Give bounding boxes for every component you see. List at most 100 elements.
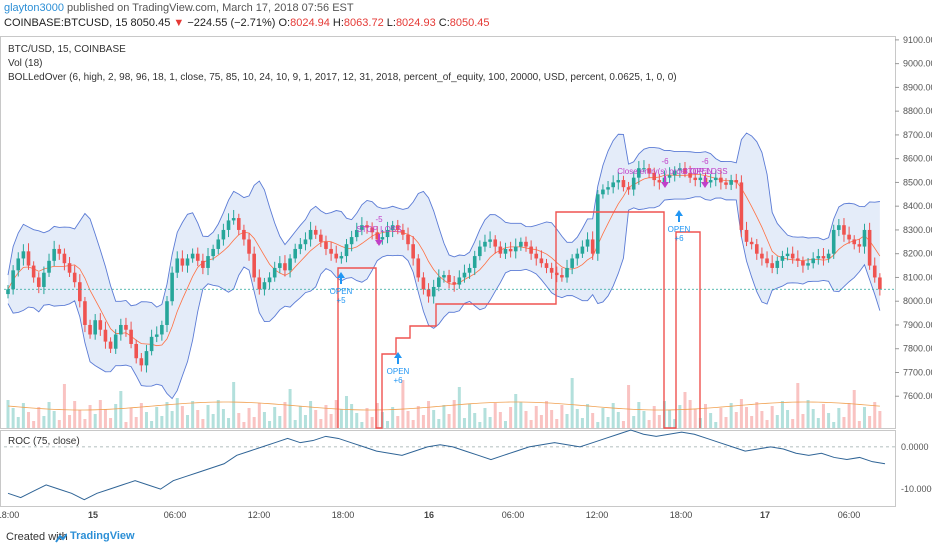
volume-bar xyxy=(832,422,836,428)
volume-bar xyxy=(780,401,784,428)
volume-bar xyxy=(262,412,266,428)
stop-arrow-icon xyxy=(701,176,709,188)
open-arrow-icon xyxy=(394,352,402,364)
volume-ma-line xyxy=(7,401,880,411)
tradingview-logo[interactable]: TradingView xyxy=(70,530,135,542)
candle-body xyxy=(693,177,698,181)
candle-body xyxy=(226,220,231,230)
y-tick-label: 9000.00 xyxy=(903,59,932,69)
roc-tick-label: -10.0000 xyxy=(901,484,932,494)
candle-body xyxy=(816,256,821,259)
volume-bar xyxy=(668,410,672,428)
volume-bar xyxy=(16,417,20,428)
volume-bar xyxy=(257,403,261,428)
volume-bar xyxy=(293,420,297,428)
candle-body xyxy=(329,248,333,254)
volume-bar xyxy=(591,413,595,428)
candle-body xyxy=(313,229,318,235)
bollinger-upper xyxy=(7,132,880,308)
volume-bar xyxy=(98,400,102,428)
volume-bar xyxy=(606,417,610,428)
volume-bar xyxy=(344,396,348,428)
volume-bar xyxy=(355,413,359,428)
volume-bar xyxy=(637,402,641,428)
candle-body xyxy=(852,239,857,245)
candle-body xyxy=(821,256,826,259)
candle-body xyxy=(72,272,77,283)
stop-qty: -5 xyxy=(375,215,383,224)
volume-bar xyxy=(6,400,10,428)
chart-area[interactable]: 9100.00 9000.00 8900.00 8800.00 8700.00 8600.… xyxy=(0,35,932,520)
volume-bar xyxy=(114,404,118,428)
candle-body xyxy=(349,237,354,245)
volume-bar xyxy=(647,420,651,428)
price-pane-border xyxy=(0,36,896,429)
volume-bar xyxy=(529,420,533,428)
volume-bar xyxy=(862,407,866,428)
volume-bar xyxy=(565,414,569,428)
candle-body xyxy=(113,334,118,349)
candle-body xyxy=(52,248,56,261)
roc-pane-border xyxy=(0,430,896,507)
volume-bar xyxy=(278,416,282,428)
candle-body xyxy=(442,275,446,278)
candle-body xyxy=(770,263,774,268)
candle-body xyxy=(175,258,180,273)
candle-body xyxy=(857,244,862,247)
candle-body xyxy=(298,244,303,249)
volume-bar xyxy=(457,387,461,428)
volume-bar xyxy=(88,405,92,428)
volume-bar xyxy=(386,421,390,428)
candle-body xyxy=(754,244,759,254)
candle-body xyxy=(47,260,51,273)
candle-body xyxy=(283,263,287,271)
author-link[interactable]: glayton3000 xyxy=(4,2,64,14)
candle-body xyxy=(16,258,21,271)
stop-qty: -6 xyxy=(701,157,709,166)
candle-body xyxy=(67,263,72,273)
volume-bar xyxy=(488,417,492,428)
candle-body xyxy=(211,248,215,257)
volume-bar xyxy=(611,403,615,428)
candle-body xyxy=(124,324,128,330)
volume-bar xyxy=(401,380,405,428)
candle-body xyxy=(565,267,569,278)
candle-body xyxy=(549,267,554,273)
volume-bar xyxy=(555,419,559,428)
volume-bar xyxy=(319,419,323,428)
candle-body xyxy=(862,229,867,247)
volume-bar xyxy=(852,390,856,428)
candle-body xyxy=(488,239,492,242)
volume-bar xyxy=(570,378,574,428)
volume-bar xyxy=(160,416,164,428)
publish-info: published on TradingView.com, March 17, … xyxy=(67,2,354,14)
stop-qty: -6 xyxy=(661,157,669,166)
candle-body xyxy=(103,329,108,342)
volume-bar xyxy=(150,421,154,428)
volume-bar xyxy=(175,398,179,428)
candle-body xyxy=(872,265,877,278)
candle-body xyxy=(498,246,503,254)
candle-body xyxy=(447,275,451,283)
volume-bar xyxy=(252,417,256,428)
stop-label: Close entry(s) order OPEN xyxy=(617,167,713,176)
volume-bar xyxy=(621,421,625,428)
volume-bar xyxy=(842,417,846,428)
volume-bar xyxy=(811,409,815,428)
volume-bar xyxy=(32,421,36,428)
volume-bar xyxy=(283,402,287,428)
candle-body xyxy=(272,267,277,278)
strategy-equity-line xyxy=(337,211,701,429)
candle-body xyxy=(831,229,836,254)
chart-svg[interactable]: 9100.00 9000.00 8900.00 8800.00 8700.00 8600.… xyxy=(0,35,932,520)
volume-bar xyxy=(144,412,148,428)
x-tick-label: 12:00 xyxy=(586,510,609,520)
open-qty: +6 xyxy=(674,234,684,243)
candle-body xyxy=(796,258,800,261)
volume-bar xyxy=(360,422,364,428)
candle-body xyxy=(472,256,477,268)
candle-body xyxy=(431,286,436,297)
volume-bar xyxy=(473,413,477,428)
volume-bar xyxy=(452,400,456,428)
volume-bar xyxy=(273,407,277,428)
